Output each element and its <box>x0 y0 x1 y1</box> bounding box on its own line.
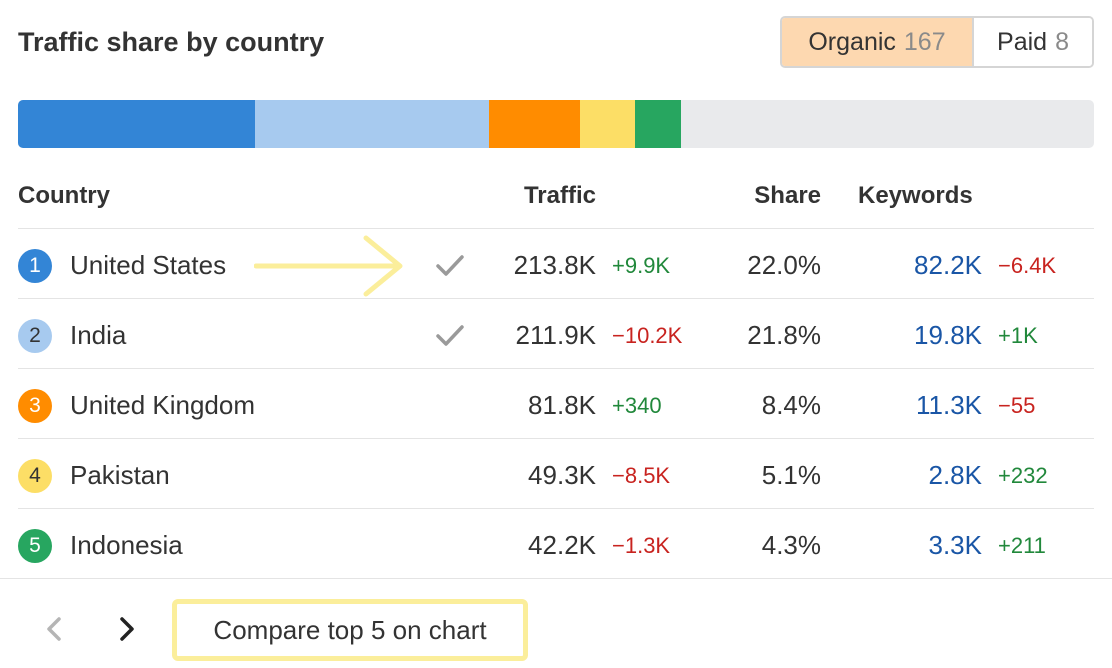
traffic-change: −1.3K <box>612 533 671 558</box>
rank-badge: 1 <box>18 249 52 283</box>
organic-count: 167 <box>903 27 946 56</box>
keywords-value[interactable]: 2.8K <box>928 460 983 490</box>
share-value: 8.4% <box>761 390 821 420</box>
traffic-change: +9.9K <box>612 253 671 278</box>
row-divider <box>18 438 1094 439</box>
paid-count: 8 <box>1055 27 1069 56</box>
rank-badge: 5 <box>18 529 52 563</box>
share-value: 22.0% <box>747 250 821 280</box>
paid-label: Paid <box>997 27 1048 56</box>
organic-label: Organic <box>808 27 896 56</box>
chevron-right-icon[interactable] <box>110 612 144 646</box>
country-column-header[interactable]: Country <box>18 182 110 209</box>
keywords-value[interactable]: 82.2K <box>914 250 982 280</box>
keywords-column-header[interactable]: Keywords <box>858 182 973 209</box>
share-segment-2[interactable] <box>254 100 490 148</box>
keywords-value[interactable]: 19.8K <box>914 320 982 350</box>
traffic-type-toggle: Organic 167 Paid 8 <box>780 16 1094 68</box>
table-row[interactable]: 2 India 211.9K −10.2K 21.8% 19.8K +1K <box>0 299 1112 369</box>
table-row[interactable]: 4 Pakistan 49.3K −8.5K 5.1% 2.8K +232 <box>0 439 1112 509</box>
share-segment-3[interactable] <box>489 100 580 148</box>
country-name: United Kingdom <box>70 390 255 420</box>
share-value: 5.1% <box>761 460 821 490</box>
chevron-left-icon[interactable] <box>38 612 72 646</box>
country-name: United States <box>70 250 227 280</box>
traffic-value: 213.8K <box>513 250 596 280</box>
keywords-value[interactable]: 3.3K <box>928 530 983 560</box>
share-segment-1[interactable] <box>18 100 255 148</box>
country-name: Indonesia <box>70 530 183 560</box>
footer-divider <box>0 578 1112 579</box>
keywords-change: −55 <box>998 393 1036 418</box>
checkmark-icon[interactable] <box>434 319 466 351</box>
traffic-change: −10.2K <box>612 323 683 348</box>
table-row[interactable]: 5 Indonesia 42.2K −1.3K 4.3% 3.3K +211 <box>0 509 1112 579</box>
country-name: Pakistan <box>70 460 170 490</box>
traffic-change: −8.5K <box>612 463 671 488</box>
country-name: India <box>70 320 127 350</box>
share-column-header[interactable]: Share <box>754 182 821 209</box>
keywords-change: +1K <box>998 323 1038 348</box>
rank-badge: 4 <box>18 459 52 493</box>
traffic-value: 42.2K <box>528 530 596 560</box>
rank-badge: 2 <box>18 319 52 353</box>
traffic-column-header[interactable]: Traffic <box>523 182 596 209</box>
traffic-share-bar <box>18 100 1094 148</box>
page-title: Traffic share by country <box>18 27 325 57</box>
share-value: 21.8% <box>747 320 821 350</box>
compare-top5-button[interactable]: Compare top 5 on chart <box>172 599 528 661</box>
share-value: 4.3% <box>761 530 821 560</box>
traffic-change: +340 <box>612 393 662 418</box>
row-divider <box>18 298 1094 299</box>
row-divider <box>18 368 1094 369</box>
paid-toggle-button[interactable]: Paid 8 <box>974 18 1092 66</box>
table-row[interactable]: 1 United States 213.8K +9.9K 22.0% 82.2K −6.4K <box>0 229 1112 299</box>
rank-badge: 3 <box>18 389 52 423</box>
keywords-value[interactable]: 11.3K <box>915 390 982 420</box>
keywords-change: −6.4K <box>998 253 1057 278</box>
organic-toggle-button[interactable]: Organic 167 <box>782 18 974 66</box>
traffic-value: 81.8K <box>528 390 596 420</box>
arrow-right-icon <box>254 235 403 297</box>
keywords-change: +232 <box>998 463 1048 488</box>
checkmark-icon[interactable] <box>434 249 466 281</box>
row-divider <box>18 508 1094 509</box>
traffic-value: 211.9K <box>515 320 596 350</box>
share-segment-4[interactable] <box>579 100 635 148</box>
traffic-value: 49.3K <box>528 460 596 490</box>
table-row[interactable]: 3 United Kingdom 81.8K +340 8.4% 11.3K −55 <box>0 369 1112 439</box>
header-divider <box>18 228 1094 229</box>
share-segment-5[interactable] <box>634 100 681 148</box>
keywords-change: +211 <box>998 533 1046 558</box>
